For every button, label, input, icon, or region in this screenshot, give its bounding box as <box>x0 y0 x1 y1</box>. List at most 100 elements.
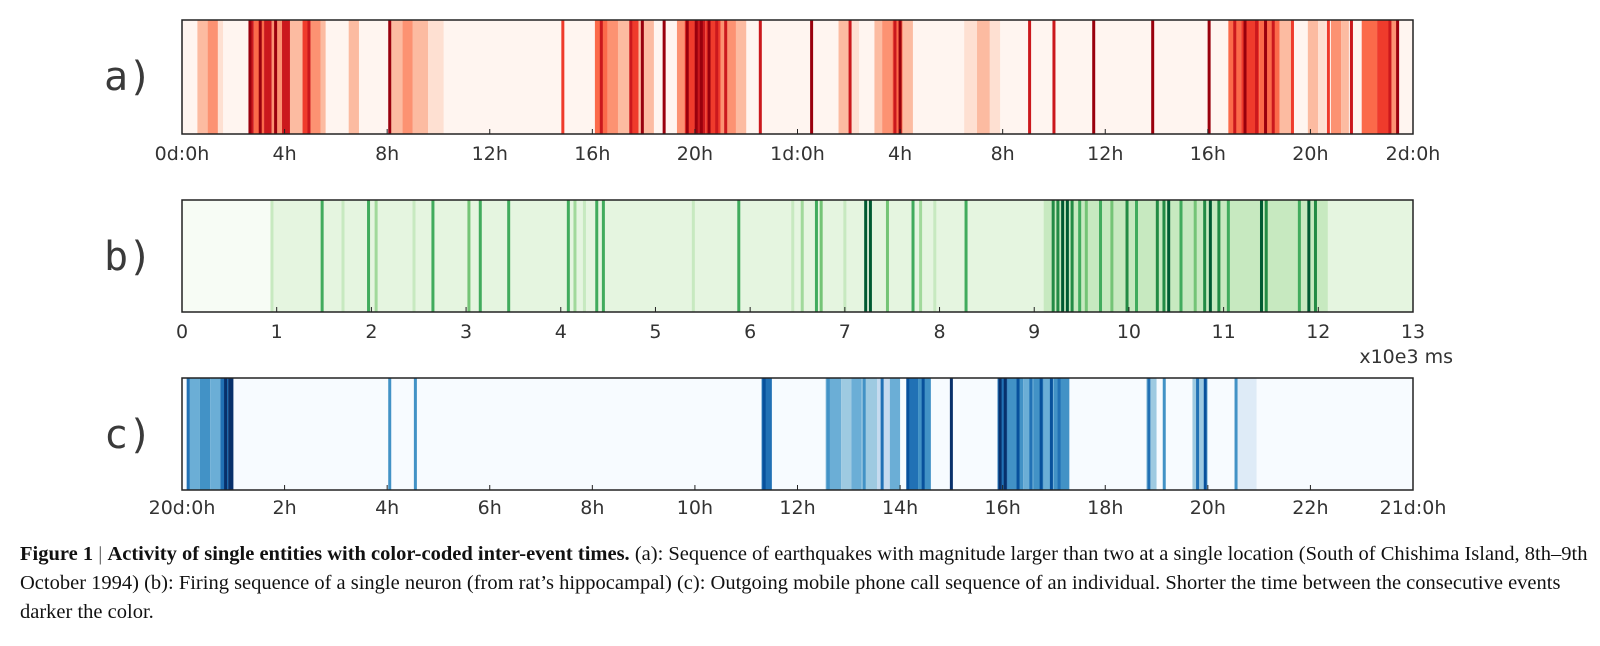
event-line <box>1084 200 1088 312</box>
event-line <box>1029 378 1033 490</box>
interval-band <box>684 20 695 134</box>
event-line <box>467 200 471 312</box>
interval-band <box>848 20 860 134</box>
figure-chart-area: a)0d:0h 4h 8h 12h 16h 20h 1d:0h 4h 8h 12h 16h 20h 2d… <box>104 19 1453 519</box>
event-line <box>1264 200 1268 312</box>
interval-band <box>1259 20 1280 134</box>
interval-band <box>1341 20 1349 134</box>
interval-band <box>882 20 893 134</box>
event-line <box>819 200 823 312</box>
interval-band <box>838 20 849 134</box>
event-line <box>1052 20 1056 134</box>
event-line <box>715 20 719 134</box>
tick-label: 4 <box>555 321 567 343</box>
interval-band <box>989 20 1001 134</box>
interval-band <box>638 20 654 134</box>
caption-separator: | <box>98 543 103 565</box>
event-line <box>791 200 795 312</box>
interval-band <box>1043 200 1328 312</box>
interval-band <box>607 20 618 134</box>
interval-band <box>964 20 978 134</box>
interval-band <box>1307 20 1319 134</box>
tick-label: 13 <box>1401 321 1425 343</box>
event-line <box>1290 20 1294 134</box>
plot-background <box>182 378 1413 490</box>
caption-figure-number: Figure 1 <box>20 543 94 565</box>
tick-label: 8h <box>375 143 399 165</box>
tick-label: 12h <box>1087 143 1123 165</box>
event-line <box>367 200 371 312</box>
event-line <box>814 200 818 312</box>
event-line <box>848 20 852 134</box>
event-line <box>1057 378 1061 490</box>
event-line <box>800 200 804 312</box>
axis-unit-label: x10e3 ms <box>1359 346 1453 368</box>
event-line <box>1162 200 1166 312</box>
event-line <box>906 378 910 490</box>
event-line <box>1349 20 1353 134</box>
tick-label: 14h <box>882 497 918 519</box>
event-line <box>1147 378 1151 490</box>
event-line <box>566 200 570 312</box>
event-line <box>561 20 565 134</box>
event-line <box>341 200 345 312</box>
tick-label: 1d:0h <box>770 143 825 165</box>
tick-label: 11 <box>1212 321 1236 343</box>
interval-band <box>1377 20 1390 134</box>
figure-caption: Figure 1 | Activity of single entities w… <box>20 540 1590 627</box>
event-line <box>737 200 741 312</box>
tick-label: 6h <box>478 497 502 519</box>
event-line <box>1003 378 1007 490</box>
event-line <box>699 20 703 134</box>
event-line <box>724 20 728 134</box>
event-line <box>507 200 511 312</box>
interval-band <box>412 20 429 134</box>
interval-band <box>182 200 272 312</box>
event-line <box>1092 20 1096 134</box>
event-line <box>1016 378 1020 490</box>
event-line <box>893 20 897 134</box>
event-line <box>1259 200 1263 312</box>
interval-band <box>348 20 359 134</box>
interval-band <box>1330 20 1342 134</box>
event-line <box>1135 200 1138 312</box>
event-line <box>1110 200 1114 312</box>
event-line <box>1307 200 1311 312</box>
panel-label: c) <box>104 412 152 458</box>
interval-band <box>630 20 639 134</box>
event-line <box>1233 20 1237 134</box>
tick-label: 22h <box>1292 497 1328 519</box>
interval-band <box>720 20 736 134</box>
event-line <box>998 378 1002 490</box>
tick-label: 9 <box>1028 321 1040 343</box>
event-line <box>1167 200 1171 312</box>
interval-band <box>307 20 321 134</box>
event-line <box>880 378 884 490</box>
event-line <box>694 20 698 134</box>
tick-label: 2 <box>365 321 377 343</box>
event-line <box>478 200 482 312</box>
tick-label: 0 <box>176 321 188 343</box>
event-line <box>388 20 392 134</box>
interval-band <box>1236 378 1257 490</box>
caption-title: Activity of single entities with color-c… <box>107 543 630 565</box>
interval-band <box>428 20 444 134</box>
event-line <box>707 20 711 134</box>
tick-label: 1 <box>271 321 283 343</box>
tick-label: 3 <box>460 321 472 343</box>
event-line <box>224 378 228 490</box>
tick-label: 7 <box>839 321 851 343</box>
event-line <box>1226 200 1230 312</box>
event-line <box>1065 200 1069 312</box>
tick-label: 12 <box>1306 321 1330 343</box>
interval-band <box>1318 20 1326 134</box>
tick-label: 4h <box>375 497 399 519</box>
event-line <box>885 200 889 312</box>
event-line <box>826 378 830 490</box>
event-line <box>388 378 392 490</box>
event-line <box>374 200 378 312</box>
panel-c: c) 20d:0h 2h 4h 6h 8h 10h 12h 14h 16h 18h 20h 22h 21d… <box>104 377 1446 519</box>
tick-label: 20h <box>677 143 713 165</box>
interval-band <box>320 20 326 134</box>
interval-band <box>1007 378 1024 490</box>
